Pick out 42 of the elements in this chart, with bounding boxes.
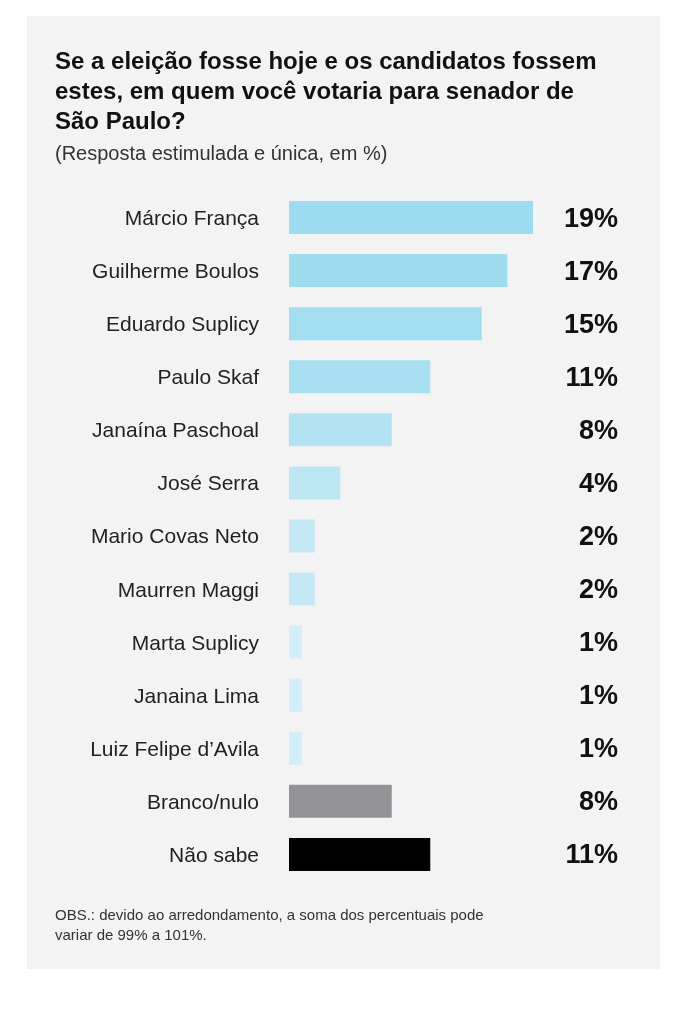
bar [289,413,392,447]
y-tick-label: Branco/nulo [146,789,259,813]
bar [289,254,508,288]
data-label: 1% [578,680,618,711]
bar [289,201,533,234]
y-tick-label: Guilherme Boulos [92,259,259,283]
bar [289,731,302,765]
bar [289,837,431,871]
y-tick-label: Janaina Lima [134,683,260,707]
bar [289,784,392,818]
bar [289,519,315,553]
data-label: 15% [563,308,618,339]
y-tick-label: Marta Suplicy [131,630,260,654]
data-label: 8% [578,414,618,445]
text: OBS.: devido ao arredondamento, a soma dos percentuais pode variar de 99% a 101%. [55,905,485,945]
bar [289,625,302,659]
bar [289,572,315,606]
bar [289,307,482,341]
y-tick-label: Maurren Maggi [117,577,259,601]
y-tick-label: Márcio França [124,205,260,229]
y-tick-label: Luiz Felipe d’Avila [90,736,260,760]
y-tick-label: Janaína Paschoal [92,418,259,442]
data-label: 1% [578,627,618,658]
chart-title: Se a eleição fosse hoje e os candidatos fossem estes, em quem você votaria para senador de São Paulo? [54,46,598,136]
data-label: 1% [578,733,618,764]
data-label: 8% [578,786,618,817]
data-label: 11% [565,839,618,870]
data-label: 17% [563,255,618,286]
y-tick-label: Paulo Skaf [157,365,260,389]
bar [289,678,302,712]
data-label: 2% [578,574,618,605]
bar [289,466,341,500]
bar [289,360,431,394]
data-label: 2% [578,520,618,551]
y-tick-label: José Serra [157,471,260,495]
y-tick-label: Eduardo Suplicy [106,312,260,336]
data-label: 19% [563,202,618,233]
y-tick-label: Não sabe [169,842,259,866]
y-tick-label: Mario Covas Neto [90,524,259,548]
chart-subtitle: (Resposta estimulada e única, em %) [54,141,389,165]
data-label: 4% [578,467,618,498]
data-label: 11% [565,361,618,392]
